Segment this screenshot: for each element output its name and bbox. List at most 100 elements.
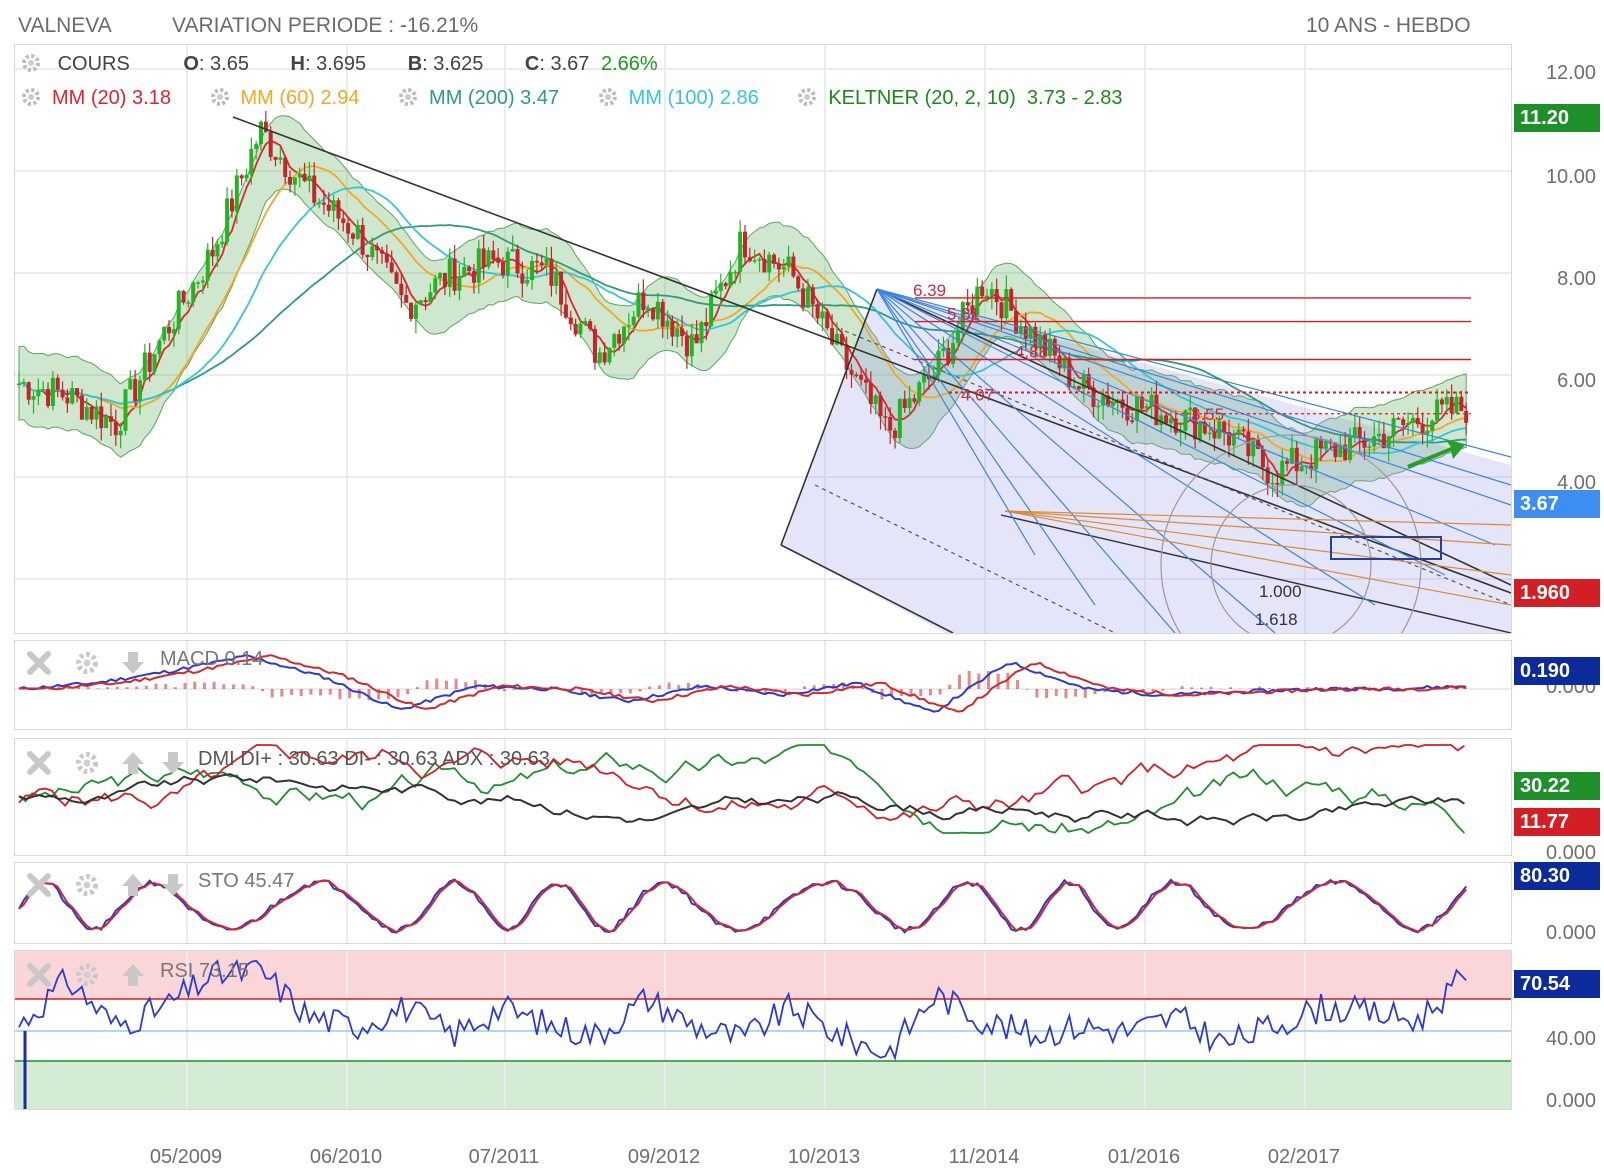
candle-body [205, 249, 210, 281]
candle-body [525, 279, 530, 284]
macd-histogram-bar [1209, 686, 1213, 689]
dmi-panel[interactable] [14, 738, 1512, 856]
close-icon[interactable] [26, 962, 52, 988]
candle-body [1164, 415, 1169, 424]
macd-histogram-bar [580, 689, 584, 695]
candle-body [1231, 434, 1236, 446]
macd-histogram-bar [193, 681, 197, 689]
sto-panel[interactable] [14, 862, 1512, 944]
candle-body [1435, 399, 1440, 421]
fan-line [876, 288, 1446, 576]
gear-icon[interactable] [74, 650, 100, 676]
macd-histogram-bar [251, 686, 255, 689]
candle-body [1202, 422, 1207, 434]
gear-icon[interactable] [397, 86, 419, 108]
candle-body [1439, 399, 1444, 405]
mm20-label: MM (20) [52, 87, 127, 109]
mm60-legend[interactable]: MM (60) 2.94 [209, 87, 366, 109]
close-icon[interactable] [26, 872, 52, 898]
gear-icon[interactable] [796, 86, 818, 108]
gear-icon[interactable] [20, 52, 42, 74]
gear-icon[interactable] [597, 86, 619, 108]
candle-body [1430, 420, 1435, 431]
gear-icon[interactable] [20, 86, 42, 108]
mm20-legend[interactable]: MM (20) 3.18 [20, 87, 177, 109]
candle-body [815, 304, 820, 319]
candle-body [859, 374, 864, 380]
arrow-up-icon[interactable] [120, 872, 146, 898]
candle-body [1217, 421, 1222, 439]
gear-icon[interactable] [74, 872, 100, 898]
x-tick-label: 06/2010 [309, 1146, 383, 1168]
candle-body [113, 421, 118, 436]
arrow-up-icon[interactable] [120, 750, 146, 776]
candle-body [1168, 418, 1173, 424]
arrow-down-icon[interactable] [160, 750, 186, 776]
candle-body [1352, 427, 1357, 438]
candle-body [592, 328, 597, 363]
candle-body [743, 231, 747, 258]
macd-histogram-bar [1045, 689, 1049, 698]
candle-body [1212, 432, 1217, 439]
candle-body [1076, 386, 1081, 389]
gear-icon[interactable] [74, 750, 100, 776]
candle-body [588, 321, 593, 329]
fib-fan-line [1004, 510, 1511, 546]
candle-body [457, 276, 462, 291]
candle-body [104, 416, 109, 429]
candle-body [26, 382, 31, 400]
rsi-panel[interactable] [14, 950, 1512, 1110]
candle-body [1406, 423, 1411, 426]
candle-body [878, 395, 883, 417]
candle-body [955, 330, 960, 344]
macd-histogram-bar [590, 689, 594, 696]
macd-panel[interactable] [14, 640, 1512, 730]
candle-body [549, 258, 554, 286]
candle-body [873, 395, 878, 405]
candle-body [1338, 444, 1343, 458]
period-selector[interactable]: 10 ANS - HEBDO [1306, 14, 1471, 37]
dmi-legend: DMI DI+ : 30.63 DI- : 30.63 ADX : 30.63 [198, 748, 550, 771]
candle-body [534, 260, 539, 263]
candle-body [573, 324, 578, 335]
candle-body [123, 389, 128, 431]
fib-fan-line [1004, 510, 1511, 576]
gear-icon[interactable] [74, 962, 100, 988]
arrow-up-icon[interactable] [120, 962, 146, 988]
close-icon[interactable] [26, 650, 52, 676]
close-icon[interactable] [26, 750, 52, 776]
candle-body [1377, 433, 1382, 437]
candle-body [1309, 465, 1314, 470]
mm20-value: 3.18 [132, 87, 171, 109]
price-panel[interactable]: 6.39 5.81 4.88 4.07 3.55 1.618 1.000 [14, 44, 1512, 634]
gear-icon[interactable] [209, 86, 231, 108]
candle-body [239, 175, 244, 179]
arrow-down-icon[interactable] [160, 872, 186, 898]
mm200-legend[interactable]: MM (200) 3.47 [397, 87, 565, 109]
x-tick-label: 02/2017 [1267, 1146, 1341, 1168]
macd-histogram-bar [338, 689, 342, 700]
macd-histogram-bar [435, 678, 439, 689]
arrow-down-icon[interactable] [120, 650, 146, 676]
keltner-legend[interactable]: KELTNER (20, 2, 10) 3.73 - 2.83 [796, 86, 1123, 109]
candle-body [447, 258, 452, 288]
candle-body [244, 174, 249, 179]
macd-badge: 0.190 [1514, 657, 1600, 685]
macd-histogram-bar [1180, 686, 1184, 689]
candle-body [1110, 401, 1115, 406]
mm100-legend[interactable]: MM (100) 2.86 [597, 87, 765, 109]
fib-label: 4.88 [1015, 342, 1048, 361]
candle-body [1343, 444, 1348, 461]
macd-histogram-bar [425, 680, 429, 689]
fib-label: 1.000 [1259, 582, 1302, 601]
candle-body [84, 407, 89, 420]
macd-histogram-bar [328, 689, 332, 695]
open-value: : 3.65 [198, 53, 249, 75]
candle-body [399, 283, 404, 296]
candle-body [326, 204, 331, 211]
macd-histogram-bar [57, 684, 61, 689]
candle-body [65, 397, 70, 404]
macd-histogram-bar [299, 689, 303, 697]
candle-body [704, 322, 709, 327]
macd-histogram-bar [290, 689, 294, 695]
